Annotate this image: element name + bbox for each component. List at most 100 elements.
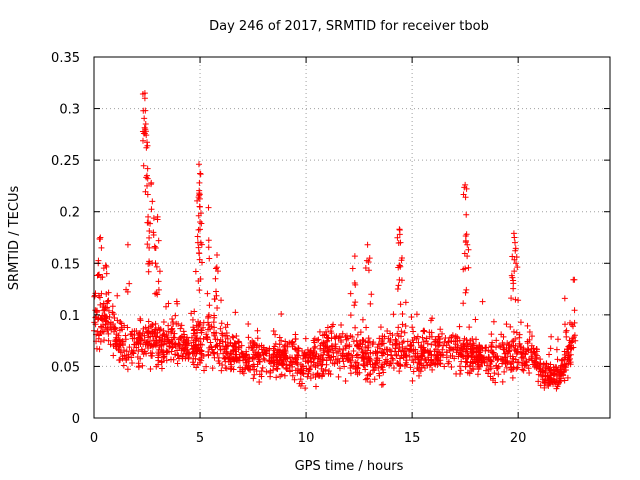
data-point [554, 366, 561, 373]
data-point [196, 356, 203, 363]
data-point [222, 333, 229, 340]
data-point [396, 355, 403, 362]
data-point [185, 354, 192, 361]
data-point [255, 352, 262, 359]
data-point [514, 349, 521, 356]
data-point [561, 351, 568, 358]
data-point [371, 376, 378, 383]
data-point [448, 345, 455, 352]
data-point [512, 335, 519, 342]
data-point [567, 361, 574, 368]
data-point [245, 366, 252, 373]
data-point [144, 165, 151, 172]
data-point [389, 355, 396, 362]
data-point [364, 361, 371, 368]
data-point [289, 354, 296, 361]
data-point [195, 161, 202, 168]
data-point [360, 337, 367, 344]
data-point [503, 364, 510, 371]
data-point [547, 345, 554, 352]
data-point [196, 179, 203, 186]
data-point [323, 334, 330, 341]
data-point [445, 339, 452, 346]
data-point [121, 322, 128, 329]
data-point [324, 324, 331, 331]
data-point [347, 312, 354, 319]
data-point [254, 335, 261, 342]
data-point [366, 338, 373, 345]
data-point [310, 355, 317, 362]
data-point [217, 336, 224, 343]
data-point [105, 297, 112, 304]
data-point [514, 364, 521, 371]
data-point [115, 346, 122, 353]
data-point [546, 351, 553, 358]
data-point [188, 310, 195, 317]
data-point [410, 348, 417, 355]
data-point [362, 366, 369, 373]
data-point [492, 353, 499, 360]
data-point [383, 346, 390, 353]
data-point [273, 374, 280, 381]
data-point [415, 356, 422, 363]
data-point [310, 347, 317, 354]
data-point [413, 311, 420, 318]
data-point [251, 363, 258, 370]
data-point [545, 382, 552, 389]
data-point [495, 371, 502, 378]
data-point [376, 341, 383, 348]
data-point [146, 234, 153, 241]
data-point [466, 370, 473, 377]
data-point [110, 342, 117, 349]
data-point [472, 316, 479, 323]
data-point [201, 367, 208, 374]
data-point [421, 349, 428, 356]
data-point [298, 361, 305, 368]
data-point [279, 362, 286, 369]
data-point [196, 203, 203, 210]
data-point [233, 333, 240, 340]
data-point [477, 362, 484, 369]
data-point [144, 241, 151, 248]
data-point [112, 337, 119, 344]
data-point [365, 335, 372, 342]
data-point [228, 365, 235, 372]
data-point [138, 337, 145, 344]
data-point [190, 361, 197, 368]
y-tick-label: 0.2 [59, 206, 80, 221]
data-point [400, 348, 407, 355]
data-point [561, 321, 568, 328]
data-point [204, 290, 211, 297]
data-point [395, 282, 402, 289]
data-point [140, 325, 147, 332]
data-point [550, 364, 557, 371]
data-point [437, 326, 444, 333]
data-point [488, 344, 495, 351]
data-point [295, 354, 302, 361]
data-point [149, 321, 156, 328]
data-point [499, 355, 506, 362]
data-point [168, 326, 175, 333]
data-point [520, 345, 527, 352]
data-point [517, 319, 524, 326]
data-point [169, 316, 176, 323]
data-point [522, 350, 529, 357]
data-point [513, 254, 520, 261]
data-point [170, 356, 177, 363]
data-point [256, 371, 263, 378]
data-point [529, 357, 536, 364]
data-point [379, 333, 386, 340]
data-point [141, 348, 148, 355]
data-point [211, 312, 218, 319]
data-point [347, 332, 354, 339]
data-point [360, 349, 367, 356]
data-point [149, 198, 156, 205]
data-point [217, 346, 224, 353]
data-point [198, 220, 205, 227]
data-point [218, 297, 225, 304]
data-point [508, 343, 515, 350]
data-point [198, 241, 205, 248]
data-point [179, 353, 186, 360]
data-point [501, 368, 508, 375]
